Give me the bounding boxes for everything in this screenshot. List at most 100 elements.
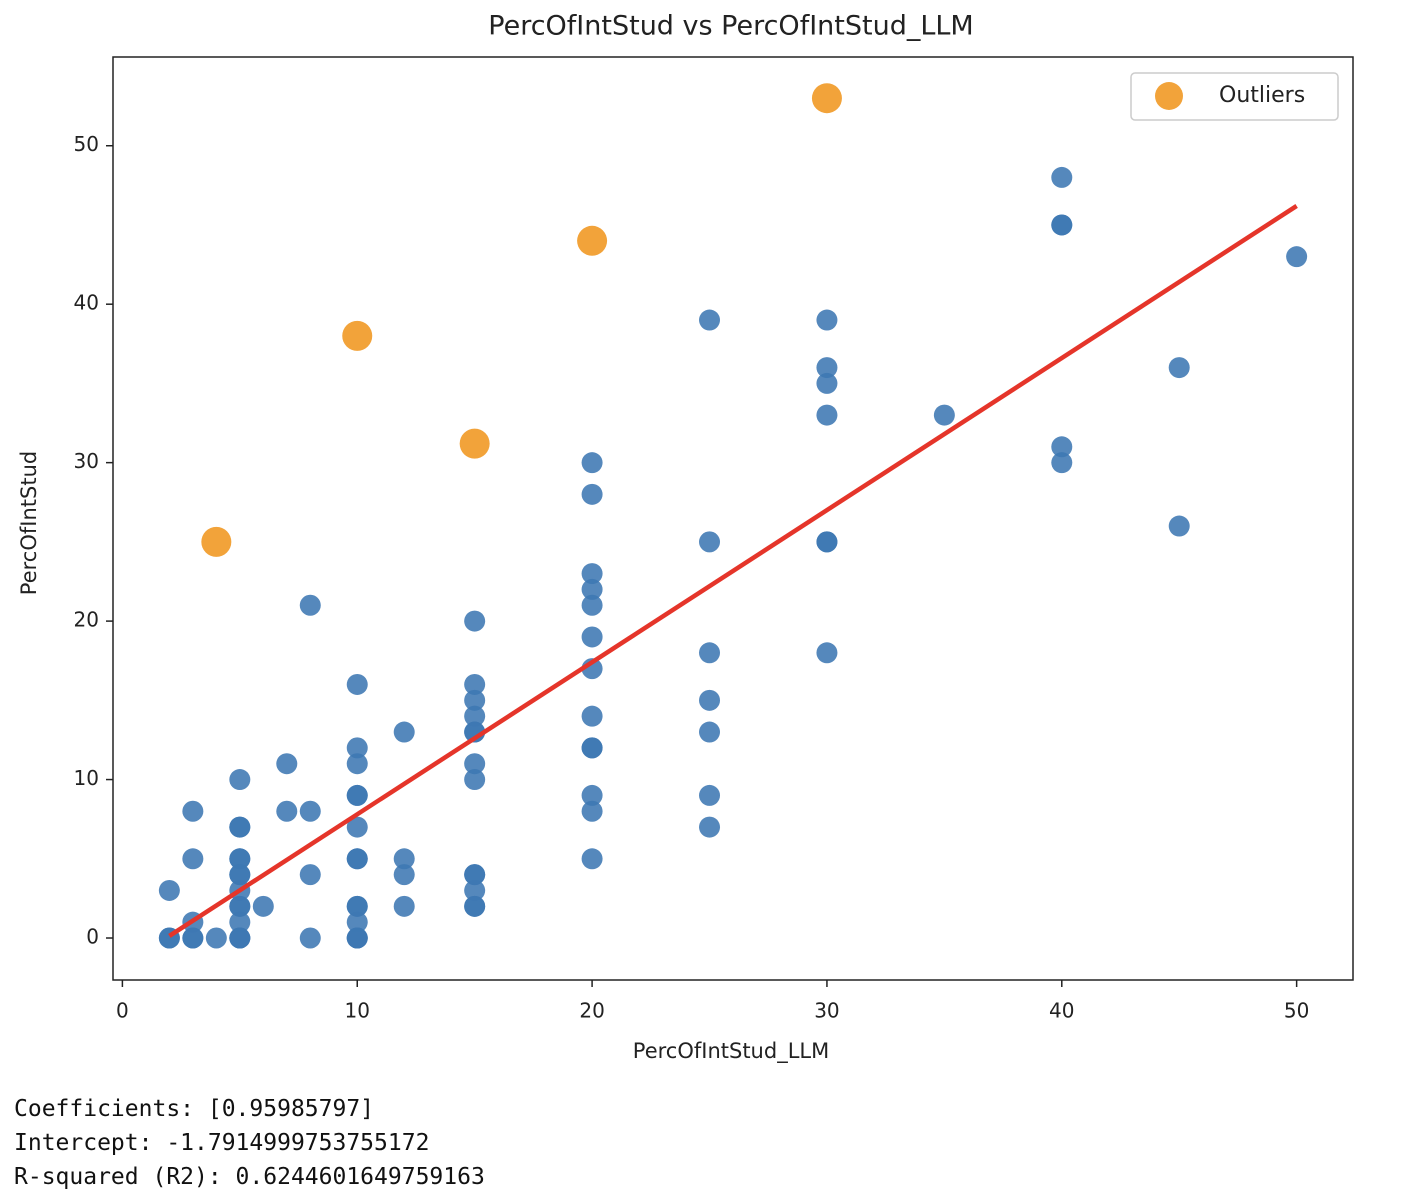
chart-title: PercOfIntStud vs PercOfIntStud_LLM [488, 11, 973, 42]
data-point [581, 784, 603, 806]
data-point [464, 753, 486, 775]
data-point [346, 784, 368, 806]
data-point [581, 800, 603, 822]
y-tick-label: 10 [74, 766, 99, 790]
data-point [581, 452, 603, 474]
y-tick-label: 30 [74, 449, 99, 473]
data-point [393, 721, 415, 743]
data-point [816, 642, 838, 664]
data-point [346, 753, 368, 775]
data-point [346, 895, 368, 917]
data-point [346, 816, 368, 838]
data-point [229, 895, 251, 917]
data-point [699, 816, 721, 838]
data-point [299, 594, 321, 616]
data-point [464, 689, 486, 711]
data-point [1051, 436, 1073, 458]
data-point [1286, 246, 1308, 268]
data-point [1168, 515, 1190, 537]
data-point [276, 753, 298, 775]
data-point [158, 879, 180, 901]
data-point [699, 309, 721, 331]
data-point [1051, 166, 1073, 188]
data-point [816, 309, 838, 331]
x-tick-label: 20 [579, 999, 604, 1023]
data-point [393, 895, 415, 917]
x-tick-label: 10 [345, 999, 370, 1023]
data-point [299, 927, 321, 949]
data-point [464, 610, 486, 632]
x-tick-label: 40 [1049, 999, 1074, 1023]
data-point [276, 800, 298, 822]
data-point [816, 357, 838, 379]
y-tick-label: 0 [86, 925, 99, 949]
output-line: Intercept: -1.7914999753755172 [14, 1130, 430, 1156]
legend-marker [1155, 82, 1183, 110]
outlier-point [201, 526, 232, 557]
data-point [346, 927, 368, 949]
data-point [581, 563, 603, 585]
data-point [699, 784, 721, 806]
data-point [816, 531, 838, 553]
plot-frame [112, 56, 1354, 981]
y-tick-label: 50 [74, 132, 99, 156]
y-tick-label: 20 [74, 608, 99, 632]
data-point [346, 737, 368, 759]
data-point [1168, 357, 1190, 379]
data-point [699, 642, 721, 664]
data-point [699, 689, 721, 711]
data-point [393, 848, 415, 870]
data-point [229, 911, 251, 933]
data-point [182, 927, 204, 949]
data-point [299, 800, 321, 822]
data-point [581, 578, 603, 600]
data-point [229, 769, 251, 791]
data-point [581, 705, 603, 727]
data-point [346, 673, 368, 695]
outlier-point [811, 83, 842, 114]
data-point [229, 848, 251, 870]
data-point [229, 927, 251, 949]
data-point [205, 927, 227, 949]
data-point [464, 879, 486, 901]
data-point [464, 864, 486, 886]
x-axis-label: PercOfIntStud_LLM [633, 1039, 829, 1064]
legend-label: Outliers [1219, 83, 1305, 108]
chart: PercOfIntStud vs PercOfIntStud_LLM PercO… [17, 11, 1354, 1064]
legend-box [1130, 72, 1339, 121]
data-point [933, 404, 955, 426]
data-point [299, 864, 321, 886]
y-axis-label: PercOfIntStud [17, 451, 41, 595]
outlier-point [577, 225, 608, 256]
data-point [464, 769, 486, 791]
data-point [816, 372, 838, 394]
data-point [346, 848, 368, 870]
data-point [581, 594, 603, 616]
fit-line [168, 204, 1298, 938]
data-point [581, 737, 603, 759]
data-point [182, 800, 204, 822]
data-point [699, 531, 721, 553]
data-point [229, 816, 251, 838]
output: Coefficients: [0.95985797] Intercept: -1.… [14, 1092, 485, 1194]
data-point [464, 895, 486, 917]
x-tick-label: 30 [814, 999, 839, 1023]
data-point [252, 895, 274, 917]
data-point [182, 848, 204, 870]
y-tick-label: 40 [74, 291, 99, 315]
data-point [346, 911, 368, 933]
data-point [816, 404, 838, 426]
data-point [581, 848, 603, 870]
data-point [1051, 452, 1073, 474]
outlier-point [459, 428, 490, 459]
data-point [1051, 214, 1073, 236]
data-point [393, 864, 415, 886]
output-line: Coefficients: [0.95985797] [14, 1096, 375, 1122]
data-point [581, 483, 603, 505]
data-point [464, 673, 486, 695]
output-line: R-squared (R2): 0.6244601649759163 [14, 1164, 485, 1190]
data-point [581, 626, 603, 648]
x-tick-label: 50 [1284, 999, 1309, 1023]
data-point [229, 864, 251, 886]
